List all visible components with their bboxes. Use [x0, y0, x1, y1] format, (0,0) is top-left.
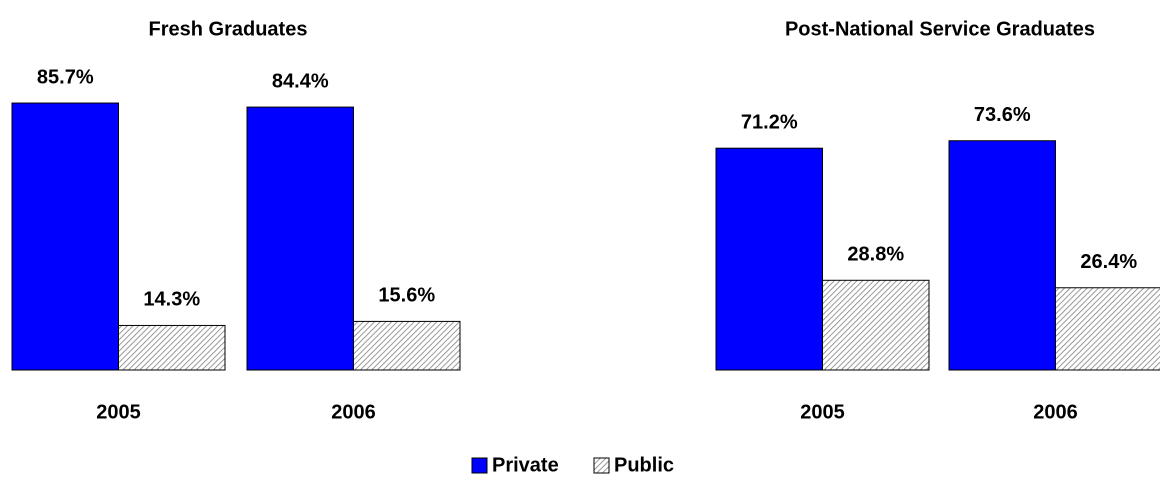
chart-title: Fresh Graduates [149, 18, 308, 40]
x-tick-label: 2006 [331, 401, 376, 423]
value-label: 73.6% [974, 104, 1031, 126]
bar [118, 324, 226, 371]
chart-title: Post-National Service Graduates [785, 18, 1095, 40]
value-label: 84.4% [272, 70, 329, 92]
legend-swatch [593, 457, 610, 474]
bar [715, 147, 823, 371]
legend-label: Public [614, 454, 674, 476]
bar [353, 320, 461, 371]
legend-label: Private [492, 454, 559, 476]
bar [822, 279, 930, 371]
legend: Private Public [471, 454, 674, 476]
x-tick-label: 2006 [1033, 401, 1078, 423]
value-label: 28.8% [847, 244, 904, 266]
legend-swatch [471, 457, 488, 474]
bar [948, 140, 1056, 371]
value-label: 15.6% [378, 285, 435, 307]
value-label: 14.3% [143, 289, 200, 311]
value-label: 71.2% [741, 111, 798, 133]
value-label: 85.7% [37, 66, 94, 88]
bar [11, 102, 119, 371]
x-tick-label: 2005 [96, 401, 141, 423]
bar [1055, 287, 1160, 371]
bar [246, 106, 354, 371]
value-label: 26.4% [1080, 251, 1137, 273]
x-tick-label: 2005 [800, 401, 845, 423]
